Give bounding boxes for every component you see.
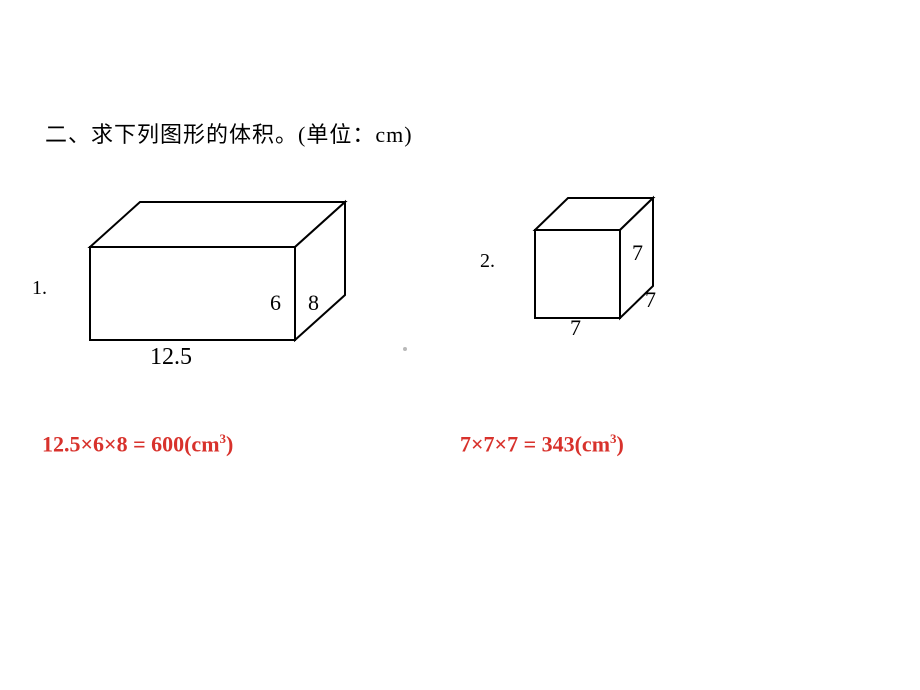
- page: 二、求下列图形的体积。(单位：cm) 1. 6 8 12.5 2. 7 7 7 …: [0, 0, 920, 690]
- cuboid-width-label: 8: [308, 290, 319, 316]
- title-prefix: 二、求下列图形的体积。: [45, 122, 298, 147]
- figure-1-index: 1.: [32, 277, 47, 300]
- answer-2: 7×7×7 = 343(cm3): [460, 431, 624, 457]
- cuboid-length-label: 12.5: [150, 344, 192, 371]
- cube-edge-label-1: 7: [632, 240, 643, 266]
- cube-edge-label-2: 7: [645, 287, 656, 313]
- cuboid-height-label: 6: [270, 290, 281, 316]
- cuboid-front-face: [90, 247, 295, 340]
- cube-edge-label-3: 7: [570, 315, 581, 341]
- figure-2: 2. 7 7 7: [480, 185, 700, 355]
- answer-1: 12.5×6×8 = 600(cm3): [42, 431, 233, 457]
- cuboid-svg: [60, 192, 360, 342]
- figure-2-index: 2.: [480, 250, 495, 273]
- figure-1: 1. 6 8 12.5: [30, 192, 390, 377]
- question-title: 二、求下列图形的体积。(单位：cm): [45, 117, 413, 149]
- title-unit: (单位：cm): [298, 122, 413, 147]
- cube-front-face: [535, 230, 620, 318]
- decorative-dot: [403, 347, 407, 351]
